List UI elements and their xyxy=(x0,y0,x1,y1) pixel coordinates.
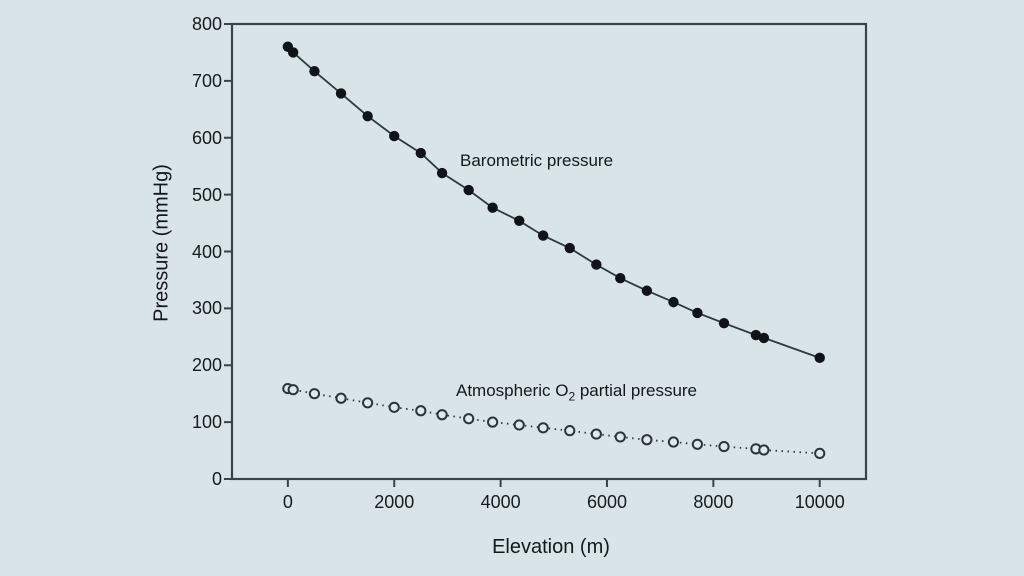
data-point-atmospheric-o2-partial-pressure xyxy=(758,444,770,456)
y-tick-label: 700 xyxy=(191,70,222,91)
data-point-atmospheric-o2-partial-pressure xyxy=(335,392,347,404)
x-tick-label: 2000 xyxy=(374,492,415,512)
series-label-o2-subscript: 2 xyxy=(568,389,576,404)
data-point-barometric-pressure xyxy=(309,66,320,77)
data-point-atmospheric-o2-partial-pressure xyxy=(537,422,549,434)
y-tick-label: 300 xyxy=(191,298,222,319)
data-point-atmospheric-o2-partial-pressure xyxy=(718,440,730,453)
data-point-barometric-pressure xyxy=(758,332,770,344)
y-tick-label: 100 xyxy=(191,412,222,433)
data-point-barometric-pressure xyxy=(514,215,525,226)
y-tick-label: 0 xyxy=(211,469,222,489)
data-point-atmospheric-o2-partial-pressure xyxy=(415,405,427,417)
data-point-atmospheric-o2-partial-pressure xyxy=(362,397,374,409)
x-tick-label: 0 xyxy=(282,492,293,512)
y-tick-label: 600 xyxy=(191,127,222,148)
data-point-barometric-pressure xyxy=(537,230,549,241)
series-label-o2-prefix: Atmospheric O xyxy=(456,381,569,400)
data-point-atmospheric-o2-partial-pressure xyxy=(513,419,525,431)
data-point-barometric-pressure xyxy=(436,167,448,179)
data-point-atmospheric-o2-partial-pressure xyxy=(287,384,299,396)
data-point-barometric-pressure xyxy=(641,285,653,296)
data-point-atmospheric-o2-partial-pressure xyxy=(308,388,321,400)
y-tick-label: 800 xyxy=(191,14,222,34)
y-tick-label: 200 xyxy=(191,355,222,376)
data-point-atmospheric-o2-partial-pressure xyxy=(564,425,576,437)
data-point-barometric-pressure xyxy=(718,317,730,329)
data-point-atmospheric-o2-partial-pressure xyxy=(614,431,626,443)
x-tick-label: 6000 xyxy=(586,492,627,512)
data-point-barometric-pressure xyxy=(335,88,347,99)
data-point-barometric-pressure xyxy=(487,202,498,213)
data-point-atmospheric-o2-partial-pressure xyxy=(436,409,448,421)
data-point-atmospheric-o2-partial-pressure xyxy=(487,416,499,428)
y-tick-label: 400 xyxy=(191,241,222,262)
data-point-barometric-pressure xyxy=(415,147,427,159)
x-tick-label: 10000 xyxy=(794,492,845,512)
data-point-atmospheric-o2-partial-pressure xyxy=(814,447,826,460)
data-point-barometric-pressure xyxy=(564,242,575,254)
y-axis-title: Pressure (mmHg) xyxy=(150,164,173,322)
data-point-barometric-pressure xyxy=(287,47,299,58)
x-axis-title: Elevation (m) xyxy=(492,536,610,558)
data-point-barometric-pressure xyxy=(750,329,762,341)
series-label-barometric-pressure: Barometric pressure xyxy=(460,151,614,170)
data-point-atmospheric-o2-partial-pressure xyxy=(641,434,653,446)
data-point-atmospheric-o2-partial-pressure xyxy=(463,413,475,425)
data-point-barometric-pressure xyxy=(615,273,626,284)
data-point-barometric-pressure xyxy=(389,130,400,142)
data-point-barometric-pressure xyxy=(814,352,825,364)
data-point-atmospheric-o2-partial-pressure xyxy=(691,438,703,450)
series-label-atmospheric-o2: Atmospheric O2 partial pressure xyxy=(456,381,697,403)
y-tick-label: 500 xyxy=(191,184,222,205)
x-tick-label: 4000 xyxy=(480,492,521,512)
x-tick-label: 8000 xyxy=(693,492,734,512)
data-point-barometric-pressure xyxy=(668,296,679,308)
data-point-barometric-pressure xyxy=(362,110,373,122)
data-point-barometric-pressure xyxy=(463,184,474,196)
data-point-barometric-pressure xyxy=(591,259,602,270)
data-point-barometric-pressure xyxy=(692,307,703,319)
data-point-atmospheric-o2-partial-pressure xyxy=(590,428,602,440)
series-line-atmospheric-o2-partial-pressure xyxy=(287,387,820,455)
data-point-atmospheric-o2-partial-pressure xyxy=(388,401,400,413)
data-point-atmospheric-o2-partial-pressure xyxy=(667,436,680,448)
series-line-barometric-pressure xyxy=(287,46,821,359)
plot-frame xyxy=(230,22,868,481)
series-label-o2-suffix: partial pressure xyxy=(575,381,698,400)
